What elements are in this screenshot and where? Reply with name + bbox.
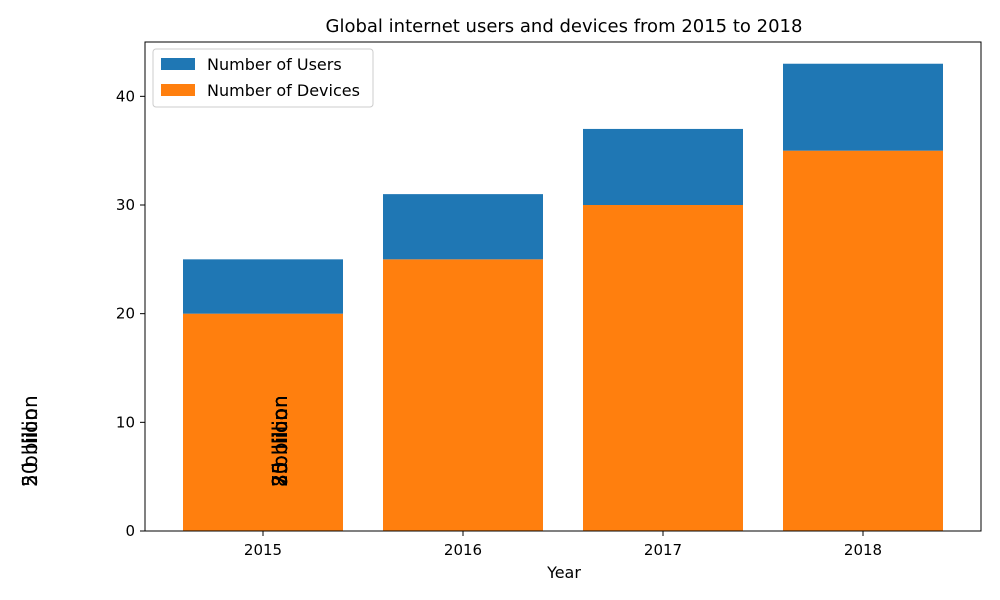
y-tick-label: 10 [116,413,135,431]
x-axis-label: Year [546,563,581,582]
legend: Number of Users Number of Devices [152,48,374,108]
bar-users-2016 [383,194,543,260]
bars-group [183,63,943,531]
annotation-outside-0: 20 billion [18,395,42,487]
x-tick-label: 2018 [844,541,882,559]
chart-title: Global internet users and devices from 2… [326,16,803,37]
annotation-inside-0: 25 billion [268,395,292,487]
y-tick-label: 20 [116,305,135,323]
legend-swatch [161,84,195,96]
x-tick-label: 2015 [244,541,282,559]
x-tick-label: 2017 [644,541,682,559]
annotation-inside-1: 30 billion [268,395,292,487]
x-axis: 2015 2016 2017 2018 [244,531,882,559]
plot-frame [144,41,982,532]
legend-swatch [161,58,195,70]
annotation-outside-1: 5 billion [18,408,42,487]
bar-devices-2017 [583,205,743,531]
y-tick-label: 40 [116,87,135,105]
legend-label: Number of Users [207,55,342,74]
legend-box [152,48,374,108]
x-tick-label: 2016 [444,541,482,559]
annotation-inside-3: 7 billion [268,408,292,487]
bar-users-2017 [583,128,743,205]
y-axis: 0 10 20 30 40 [116,87,145,540]
bar-devices-2016 [383,259,543,531]
y-tick-label: 0 [125,522,135,540]
bar-users-2015 [183,259,343,314]
annotation-inside-4: 8 billion [268,408,292,487]
legend-label: Number of Devices [207,81,360,100]
bar-devices-2015 [183,313,343,531]
bar-users-2018 [783,63,943,151]
bar-devices-2018 [783,150,943,531]
annotation-inside-2: 35 billion [268,395,292,487]
y-tick-label: 30 [116,196,135,214]
